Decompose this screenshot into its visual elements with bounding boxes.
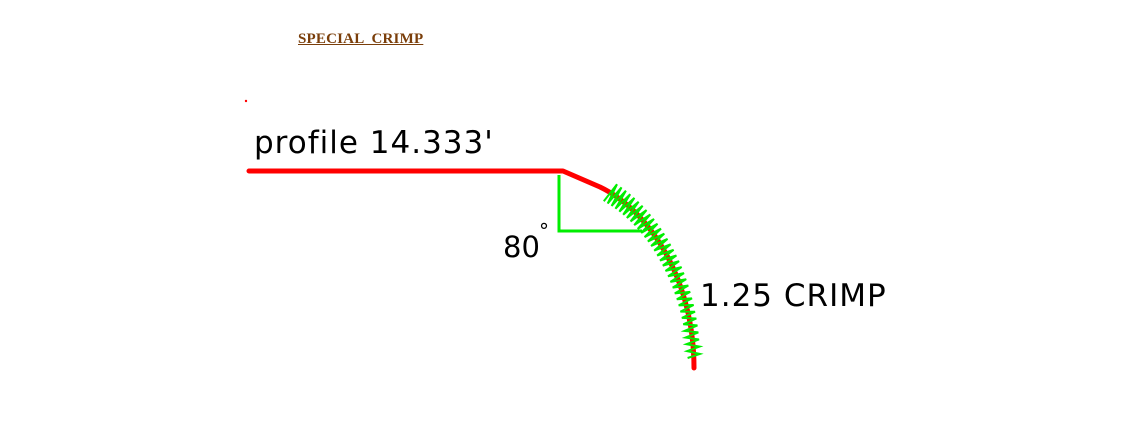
- angle-degree-symbol: °: [539, 219, 549, 243]
- angle-guide: [557, 175, 642, 233]
- angle-label: 80: [503, 230, 540, 264]
- crimp-zigzag: [603, 183, 704, 359]
- stray-mark: [244, 99, 248, 103]
- crimp-label: 1.25 CRIMP: [700, 278, 887, 314]
- profile-label: profile 14.333': [254, 125, 494, 161]
- drawing-title: SPECIAL CRIMP: [298, 31, 424, 47]
- crimp-zigzag-path: [603, 183, 704, 359]
